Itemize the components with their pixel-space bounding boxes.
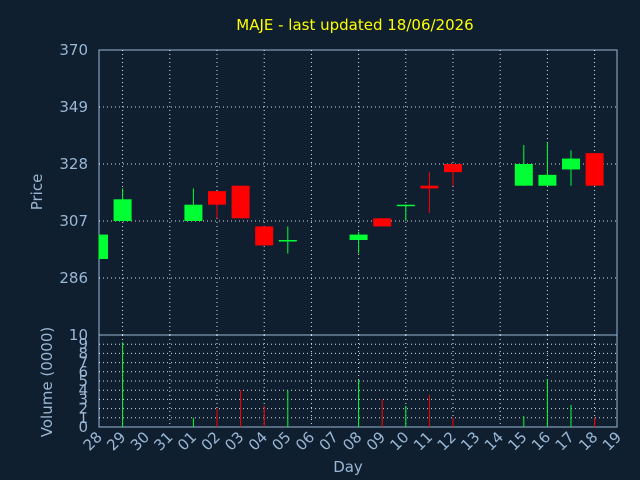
volume-tick-label: 1 — [78, 409, 88, 427]
candle-body — [278, 240, 297, 242]
volume-tick-label: 6 — [78, 363, 88, 381]
candle-body — [208, 191, 226, 205]
candle-body — [585, 153, 604, 186]
price-panel — [98, 49, 618, 336]
candle-body — [444, 164, 462, 173]
volume-tick-label: 7 — [78, 354, 88, 372]
price-tick-label: 370 — [59, 41, 88, 59]
volume-tick-label: 10 — [69, 326, 88, 344]
candle-body — [184, 204, 203, 221]
chart-title: MAJE - last updated 18/06/2026 — [236, 16, 473, 34]
price-axis-label: Price — [28, 174, 46, 211]
candle-body — [99, 234, 108, 259]
day-axis-ticks: 2829303101020304050607080910111213141516… — [80, 428, 625, 454]
candle-body — [255, 226, 274, 246]
price-tick-label: 307 — [59, 212, 88, 230]
candle-body — [514, 164, 533, 186]
candle-body — [562, 158, 580, 170]
volume-tick-label: 4 — [78, 381, 88, 399]
candle-body — [113, 199, 132, 221]
candle-body — [349, 234, 368, 240]
candlesticks — [98, 142, 604, 259]
volume-tick-label: 3 — [78, 390, 88, 408]
volume-tick-label: 8 — [78, 344, 88, 362]
volume-bars — [122, 342, 596, 427]
candle-body — [373, 218, 392, 227]
volume-tick-label: 0 — [78, 418, 88, 436]
volume-axis-label: Volume (0000) — [38, 327, 56, 437]
price-tick-label: 349 — [59, 98, 88, 116]
volume-tick-label: 9 — [78, 335, 88, 353]
candle-body — [396, 204, 415, 207]
volume-tick-label: 2 — [78, 400, 88, 418]
candle-body — [538, 174, 557, 186]
price-tick-label: 286 — [59, 269, 88, 287]
candle-body — [420, 185, 439, 189]
day-axis-label: Day — [333, 458, 363, 476]
candle-body — [231, 185, 250, 219]
price-axis-ticks: 286 307 328 349 370 — [59, 41, 88, 287]
price-tick-label: 328 — [59, 155, 88, 173]
volume-tick-label: 5 — [78, 372, 88, 390]
volume-panel — [98, 334, 618, 428]
